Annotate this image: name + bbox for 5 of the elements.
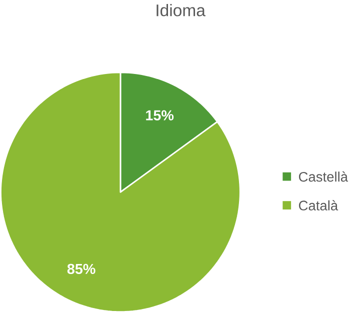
chart-title: Idioma — [156, 4, 206, 17]
legend-label: Castellà — [298, 172, 348, 182]
data-label: 85% — [67, 264, 96, 274]
legend-label: Català — [298, 200, 338, 211]
data-label: 15% — [146, 110, 174, 121]
